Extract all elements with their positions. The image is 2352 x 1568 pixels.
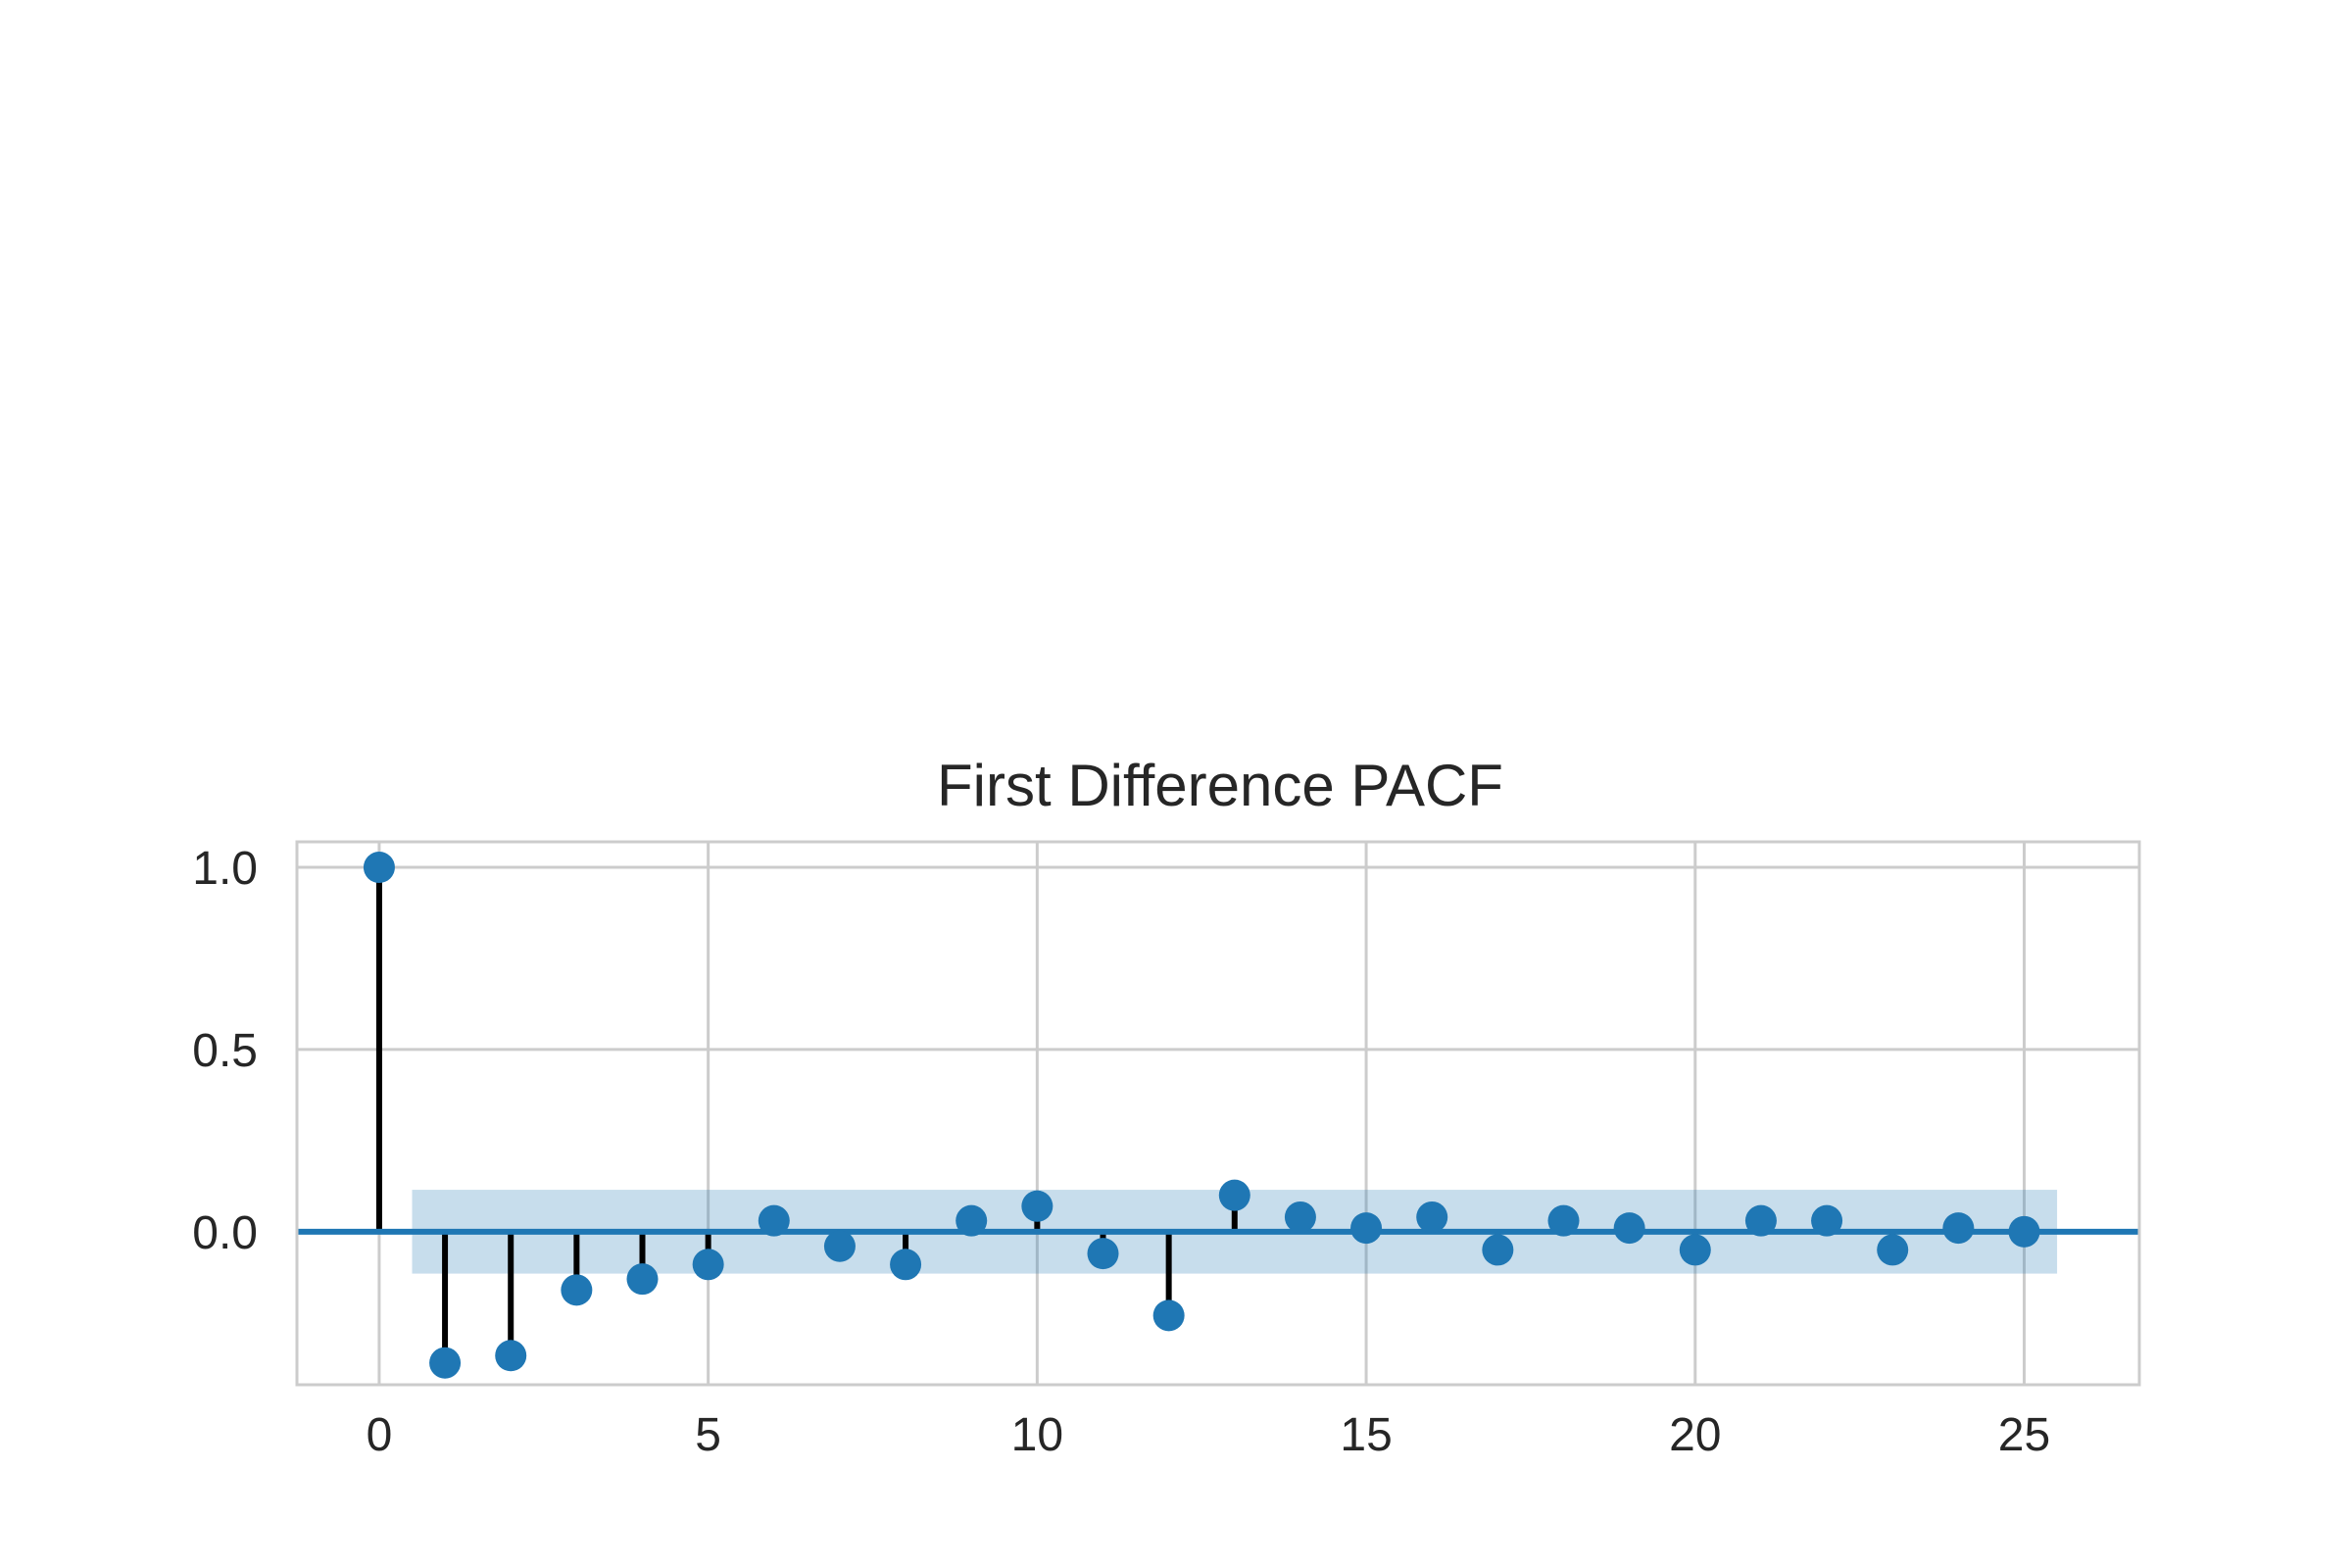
marker-lag-18 — [1547, 1204, 1580, 1237]
marker-lag-10 — [1021, 1190, 1054, 1222]
y-tick-label: 0.0 — [192, 1207, 258, 1259]
marker-lag-4 — [626, 1263, 659, 1296]
axes-frame — [295, 840, 2141, 1387]
marker-lag-21 — [1744, 1204, 1777, 1237]
x-tick-label: 0 — [367, 1409, 393, 1461]
marker-lag-19 — [1613, 1212, 1645, 1245]
marker-lag-3 — [561, 1274, 593, 1306]
marker-lag-22 — [1811, 1204, 1843, 1237]
y-axis-ticks: 0.0 0.5 1.0 — [192, 843, 258, 1259]
x-tick-label: 15 — [1340, 1409, 1392, 1461]
x-tick-label: 10 — [1011, 1409, 1063, 1461]
marker-lag-14 — [1284, 1200, 1316, 1233]
marker-lag-11 — [1087, 1238, 1119, 1270]
marker-lag-5 — [692, 1249, 724, 1281]
y-tick-label: 1.0 — [192, 843, 258, 895]
marker-lag-23 — [1877, 1234, 1909, 1266]
marker-lag-8 — [890, 1249, 922, 1281]
x-tick-label: 25 — [1998, 1409, 2050, 1461]
x-tick-label: 5 — [695, 1409, 721, 1461]
marker-lag-2 — [495, 1340, 527, 1372]
x-axis-ticks: 0 5 10 15 20 25 — [367, 1409, 2051, 1461]
marker-lag-6 — [758, 1204, 790, 1237]
marker-lag-1 — [429, 1347, 462, 1379]
marker-lag-16 — [1416, 1200, 1448, 1233]
marker-lag-24 — [1942, 1212, 1975, 1245]
marker-lag-25 — [2008, 1215, 2040, 1248]
plot-frame — [295, 840, 2141, 1387]
marker-lag-15 — [1350, 1212, 1383, 1245]
chart-title: First Difference PACF — [937, 753, 1503, 818]
marker-lag-9 — [956, 1204, 988, 1237]
y-tick-label: 0.5 — [192, 1025, 258, 1077]
marker-lag-12 — [1152, 1299, 1185, 1332]
marker-lag-0 — [363, 852, 395, 884]
marker-lag-7 — [823, 1230, 856, 1262]
marker-lag-20 — [1679, 1234, 1711, 1266]
x-tick-label: 20 — [1669, 1409, 1721, 1461]
marker-lag-17 — [1482, 1234, 1514, 1266]
data-markers — [363, 852, 2040, 1379]
marker-lag-13 — [1218, 1179, 1250, 1211]
